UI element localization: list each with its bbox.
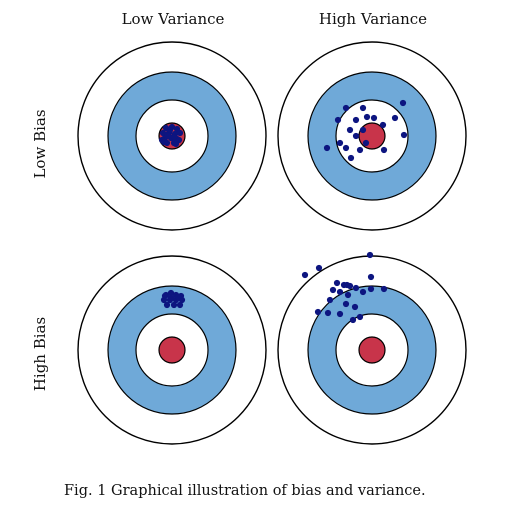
hit-dot [368, 274, 374, 280]
bullseye [359, 337, 385, 363]
hit-dot [167, 127, 173, 133]
target-high-bias-low-variance [78, 256, 266, 444]
hit-dot [302, 272, 308, 278]
hit-dot [316, 265, 322, 271]
hit-dot [324, 145, 330, 151]
hit-dot [327, 297, 333, 303]
hit-dot [171, 134, 177, 140]
hit-dot [401, 132, 407, 138]
bullseye [159, 337, 185, 363]
hit-dot [344, 282, 350, 288]
hit-dot [353, 117, 359, 123]
hit-dot [162, 293, 168, 299]
hit-dot [325, 310, 331, 316]
hit-dot [347, 127, 353, 133]
hit-dot [337, 289, 343, 295]
target-high-bias-high-variance [278, 252, 466, 444]
target-low-bias-high-variance [278, 42, 466, 230]
hit-dot [337, 140, 343, 146]
hit-dot [371, 115, 377, 121]
hit-dot [352, 304, 358, 310]
hit-dot [364, 114, 370, 120]
hit-dot [348, 155, 354, 161]
hit-dot [175, 294, 181, 300]
hit-dot [164, 302, 170, 308]
hit-dot [380, 122, 386, 128]
hit-dot [161, 139, 167, 145]
hit-dot [368, 286, 374, 292]
hit-dot [357, 314, 363, 320]
hit-dot [337, 311, 343, 317]
hit-dot [168, 295, 174, 301]
hit-dot [392, 115, 398, 121]
hit-dot [350, 317, 356, 323]
hit-dot [353, 285, 359, 291]
hit-dot [357, 147, 363, 153]
hit-dot [315, 309, 321, 315]
target-low-bias-low-variance [78, 42, 266, 230]
hit-dot [343, 105, 349, 111]
hit-dot [360, 289, 366, 295]
hit-dot [330, 287, 336, 293]
hit-dot [353, 133, 359, 139]
hit-dot [335, 117, 341, 123]
hit-dot [360, 127, 366, 133]
hit-dot [343, 301, 349, 307]
hit-dot [360, 105, 366, 111]
hit-dot [173, 141, 179, 147]
hit-dot [334, 280, 340, 286]
hit-dot [345, 292, 351, 298]
hit-dot [165, 133, 171, 139]
hit-dot [177, 302, 183, 308]
hit-dot [363, 140, 369, 146]
hit-dot [177, 130, 183, 136]
hit-dot [381, 147, 387, 153]
hit-dot [171, 302, 177, 308]
hit-dot [343, 145, 349, 151]
hit-dot [367, 252, 373, 258]
hit-dot [400, 100, 406, 106]
hit-dot [381, 286, 387, 292]
figure-caption: Fig. 1 Graphical illustration of bias an… [64, 483, 426, 499]
